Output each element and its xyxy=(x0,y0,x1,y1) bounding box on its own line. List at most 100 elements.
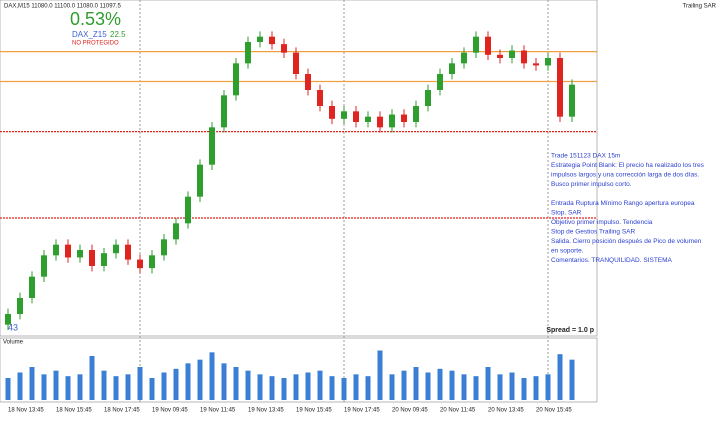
note-line: Stop de Gestios Trailing SAR xyxy=(551,229,635,236)
candle-body xyxy=(485,36,491,55)
candle-body xyxy=(497,54,503,58)
volume-bar xyxy=(545,374,551,400)
candle-body xyxy=(533,63,539,66)
volume-bar xyxy=(533,376,539,400)
candle-body xyxy=(377,116,383,128)
candle-body xyxy=(545,58,551,66)
volume-bar xyxy=(89,356,95,400)
note-line: Salida. Cierro posición después de Pico … xyxy=(551,238,702,245)
x-tick-label: 20 Nov 09:45 xyxy=(392,408,428,414)
change-label: 0.53% xyxy=(70,9,121,29)
x-tick-label: 20 Nov 11:45 xyxy=(440,408,476,414)
indicator-label: Trailing SAR xyxy=(683,4,717,10)
candle-body xyxy=(389,114,395,128)
candle-body xyxy=(233,63,239,96)
candle-body xyxy=(461,52,467,64)
candle-body xyxy=(281,44,287,53)
volume-bar xyxy=(461,374,467,400)
volume-bar xyxy=(221,363,227,400)
candle-body xyxy=(113,244,119,254)
volume-bar xyxy=(389,374,395,400)
candle-body xyxy=(209,127,215,165)
volume-bar xyxy=(377,350,383,400)
note-line: Trade 151123 DAX 15m xyxy=(551,153,620,160)
x-tick-label: 19 Nov 13:45 xyxy=(248,408,284,414)
volume-bar xyxy=(401,370,407,400)
candle-body xyxy=(161,239,167,256)
volume-bar xyxy=(65,376,71,400)
candle-body xyxy=(437,74,443,90)
candle-body xyxy=(425,90,431,106)
candle-body xyxy=(41,255,47,277)
volume-bar xyxy=(257,374,263,400)
candle-body xyxy=(365,116,371,122)
note-line: Objetivo primer impulso. Tendencia xyxy=(551,219,653,226)
x-tick-label: 20 Nov 13:45 xyxy=(488,408,524,414)
volume-bar xyxy=(353,374,359,400)
volume-bar xyxy=(329,376,335,400)
volume-bar xyxy=(569,359,575,400)
note-line: en soporte. xyxy=(551,248,584,255)
candle-body xyxy=(137,259,143,269)
volume-bar xyxy=(161,372,167,400)
volume-bar xyxy=(305,372,311,400)
candle-body xyxy=(101,253,107,266)
volume-bar xyxy=(473,376,479,400)
candle-body xyxy=(473,36,479,53)
candle-body xyxy=(449,63,455,74)
volume-bar xyxy=(137,367,143,400)
candle-body xyxy=(29,276,35,298)
candle-body xyxy=(125,244,131,260)
candle-body xyxy=(329,106,335,119)
volume-bar xyxy=(149,378,155,400)
volume-bar xyxy=(197,359,203,400)
volume-bar xyxy=(413,367,419,400)
candle-body xyxy=(557,58,563,117)
note-line: Comentarios. TRANQUILIDAD. SISTEMA xyxy=(551,257,673,264)
candle-body xyxy=(341,111,347,119)
candle-body xyxy=(5,314,11,325)
note-line: Busco primer impulso corto. xyxy=(551,181,632,188)
candle-body xyxy=(293,52,299,74)
volume-bar xyxy=(557,354,563,400)
note-line: Stop. SAR xyxy=(551,210,582,217)
x-tick-label: 19 Nov 17:45 xyxy=(344,408,380,414)
volume-bar xyxy=(269,376,275,400)
candle-body xyxy=(317,90,323,106)
x-tick-label: 20 Nov 15:45 xyxy=(536,408,572,414)
candle-body xyxy=(521,50,527,64)
x-tick-label: 18 Nov 13:45 xyxy=(8,408,44,414)
candle-body xyxy=(17,298,23,314)
volume-bar xyxy=(317,370,323,400)
volume-bar xyxy=(185,363,191,400)
volume-panel xyxy=(0,337,598,403)
volume-title: Volume xyxy=(3,340,24,346)
candle-body xyxy=(65,244,71,258)
volume-bar xyxy=(29,367,35,400)
volume-bar xyxy=(233,367,239,400)
candle-body xyxy=(269,36,275,45)
note-line: Estrategia Point Blank: El precio ha rea… xyxy=(551,162,705,169)
volume-bar xyxy=(281,378,287,400)
candle-body xyxy=(149,255,155,269)
volume-bar xyxy=(41,374,47,400)
candle-body xyxy=(53,244,59,256)
candle-body xyxy=(413,106,419,122)
volume-bar xyxy=(425,372,431,400)
main-panel xyxy=(0,0,598,337)
note-line: Entrada Ruptura Mínimo Rango apertura eu… xyxy=(551,200,695,207)
candle-body xyxy=(509,50,515,58)
volume-bar xyxy=(53,370,59,400)
volume-bar xyxy=(125,374,131,400)
candle-body xyxy=(353,111,359,122)
volume-bar xyxy=(485,367,491,400)
candle-body xyxy=(401,114,407,122)
candle-body xyxy=(221,95,227,128)
volume-bar xyxy=(341,378,347,400)
volume-bar xyxy=(449,370,455,400)
volume-bar xyxy=(113,376,119,400)
volume-bar xyxy=(365,376,371,400)
volume-bar xyxy=(509,372,515,400)
